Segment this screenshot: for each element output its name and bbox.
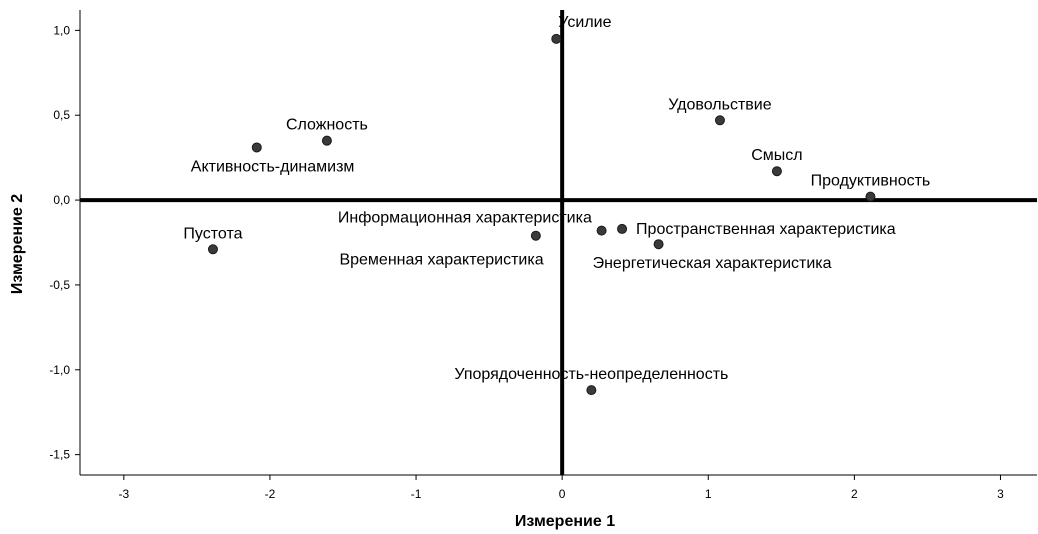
data-point bbox=[653, 239, 664, 250]
x-tick-label: 0 bbox=[559, 487, 566, 501]
data-point bbox=[617, 223, 628, 234]
point-label: Смысл bbox=[751, 147, 802, 164]
x-tick-label: -1 bbox=[411, 487, 422, 501]
point-label: Пустота bbox=[183, 225, 242, 242]
point-label: Продуктивность bbox=[811, 173, 931, 190]
data-point bbox=[530, 230, 541, 241]
point-label: Информационная характеристика bbox=[338, 210, 592, 227]
point-label: Временная характеристика bbox=[339, 252, 543, 269]
axis-ticks: -3 -2 -1 0 1 2 3 1,0 0,5 0,0 -0,5 -1,0 -1,5 bbox=[49, 23, 1004, 501]
data-point bbox=[551, 33, 562, 44]
point-label: Сложность bbox=[286, 117, 368, 134]
data-point bbox=[596, 225, 607, 236]
y-tick-label: -1,5 bbox=[49, 448, 70, 462]
data-point bbox=[321, 135, 332, 146]
x-tick-label: 1 bbox=[705, 487, 712, 501]
x-tick-label: 3 bbox=[997, 487, 1004, 501]
point-label: Пространственная характеристика bbox=[636, 221, 896, 238]
data-point bbox=[714, 115, 725, 126]
reference-lines bbox=[80, 10, 1037, 475]
point-label: Усилие bbox=[558, 14, 611, 31]
x-tick-label: -3 bbox=[118, 487, 129, 501]
data-points bbox=[207, 33, 876, 396]
plot-frame bbox=[79, 10, 1037, 476]
point-label: Упорядоченность-неопределенность bbox=[454, 366, 728, 383]
data-point bbox=[207, 244, 218, 255]
x-tick-label: -2 bbox=[265, 487, 276, 501]
data-point bbox=[586, 385, 597, 396]
y-tick-label: -0,5 bbox=[49, 278, 70, 292]
point-label: Удовольствие bbox=[668, 96, 771, 113]
point-labels: Усилие Удовольствие Смысл Продуктивность Сло… bbox=[183, 14, 930, 383]
y-axis-title: Измерение 2 bbox=[9, 194, 26, 294]
y-tick-label: 0,5 bbox=[53, 108, 70, 122]
x-tick-label: 2 bbox=[851, 487, 858, 501]
point-label: Энергетическая характеристика bbox=[593, 255, 832, 272]
data-point bbox=[771, 166, 782, 177]
data-point bbox=[251, 142, 262, 153]
y-tick-label: 1,0 bbox=[53, 23, 70, 37]
x-axis-title: Измерение 1 bbox=[515, 513, 615, 530]
y-tick-label: -1,0 bbox=[49, 363, 70, 377]
data-point bbox=[865, 191, 876, 202]
point-label: Активность-динамизм bbox=[191, 158, 355, 175]
y-tick-label: 0,0 bbox=[53, 193, 70, 207]
